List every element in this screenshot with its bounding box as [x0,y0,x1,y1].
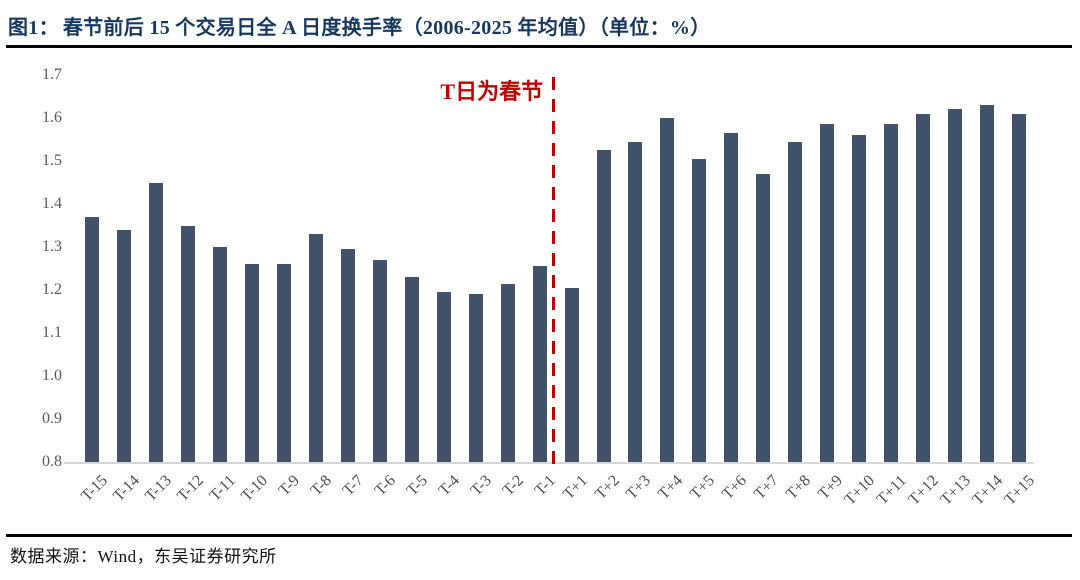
bar-T+8 [788,141,803,462]
bar-T-3 [468,294,483,462]
spring-festival-annotation: T日为春节 [440,79,544,104]
bar-T+7 [756,173,771,462]
bar-T+15 [1012,113,1027,462]
y-tick-label-0.9: 0.9 [42,410,62,427]
bar-T+2 [596,150,611,462]
bar-T-14 [116,229,131,462]
y-tick-label-1.5: 1.5 [42,152,62,169]
bar-T-15 [85,216,99,462]
y-tick-label-1.3: 1.3 [42,238,62,255]
bar-T+4 [660,118,675,462]
bar-T+14 [980,105,995,462]
title-divider-line [6,45,1072,48]
y-tick-label-1.7: 1.7 [42,66,62,83]
bar-T+1 [564,287,579,462]
footer-divider-line [6,534,1072,537]
spring-festival-divider-line [552,77,556,469]
bar-T-7 [340,249,355,462]
bar-T+9 [820,124,835,462]
bar-T-5 [404,277,419,462]
bar-T+3 [628,141,643,462]
bar-T+12 [916,113,931,462]
bar-T-1 [532,266,547,462]
y-tick-label-0.8: 0.8 [42,453,62,470]
bar-T+10 [852,135,867,462]
bar-T+5 [692,158,707,462]
bar-T+13 [948,109,963,462]
bar-T-8 [308,234,323,462]
bar-T-9 [276,264,291,462]
bar-T-12 [180,225,195,462]
x-axis-baseline [64,462,1034,464]
bar-T-6 [372,259,387,462]
figure-title: 图1： 春节前后 15 个交易日全 A 日度换手率（2006-2025 年均值）（… [8,11,1068,40]
bar-T-2 [500,283,515,462]
bar-T+11 [884,124,899,462]
figure-number-label: 图1： [8,17,59,39]
y-tick-label-1.4: 1.4 [42,195,62,212]
bar-T-4 [436,292,451,462]
bar-T+6 [724,133,739,462]
figure-title-text: 春节前后 15 个交易日全 A 日度换手率（2006-2025 年均值）（单位：… [62,17,711,39]
y-tick-label-1.0: 1.0 [42,367,62,384]
y-tick-label-1.1: 1.1 [42,324,62,341]
data-source-text: 数据来源：Wind，东吴证券研究所 [10,547,277,566]
bar-T-13 [148,182,163,462]
bar-T-10 [244,264,259,462]
y-tick-label-1.2: 1.2 [42,281,62,298]
y-tick-label-1.6: 1.6 [42,109,62,126]
bar-T-11 [212,247,227,462]
